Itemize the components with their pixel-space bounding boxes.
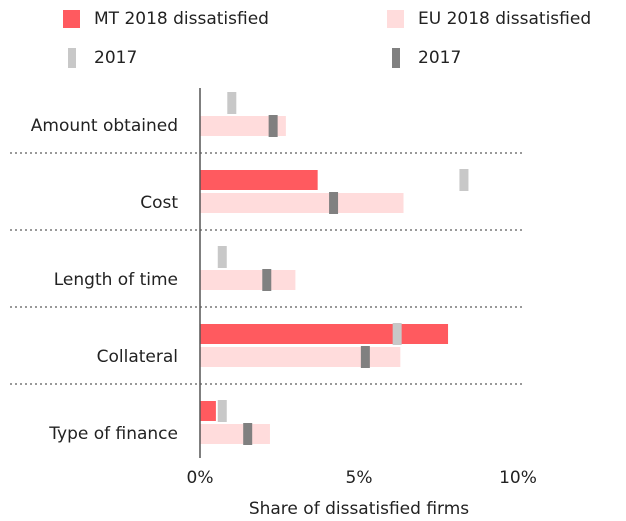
- legend-label: 2017: [418, 48, 461, 68]
- legend-swatch: [68, 48, 76, 68]
- legend-swatch: [63, 10, 80, 28]
- bar: [200, 324, 449, 344]
- marker: [217, 246, 227, 268]
- category-label: Type of finance: [48, 424, 178, 444]
- marker: [459, 169, 469, 191]
- category-label: Cost: [140, 193, 178, 213]
- marker: [268, 115, 278, 137]
- x-tick-label: 10%: [499, 468, 537, 488]
- bar: [200, 116, 286, 136]
- legend-swatch: [392, 48, 400, 68]
- marker: [217, 400, 227, 422]
- category-label: Amount obtained: [31, 116, 178, 136]
- bar: [200, 193, 404, 213]
- bar: [200, 170, 318, 190]
- marker: [360, 346, 370, 368]
- legend-swatch: [387, 10, 404, 28]
- x-tick-label: 5%: [346, 468, 373, 488]
- bar: [200, 270, 296, 290]
- marker: [329, 192, 339, 214]
- legend-label: EU 2018 dissatisfied: [418, 9, 591, 29]
- legend-label: MT 2018 dissatisfied: [94, 9, 269, 29]
- bar: [200, 347, 401, 367]
- x-tick-label: 0%: [187, 468, 214, 488]
- bar: [200, 424, 270, 444]
- marker: [243, 423, 253, 445]
- x-axis-label: Share of dissatisfied firms: [249, 499, 469, 519]
- marker: [262, 269, 272, 291]
- marker: [392, 323, 402, 345]
- category-label: Length of time: [54, 270, 178, 290]
- category-label: Collateral: [97, 347, 178, 367]
- bar: [200, 401, 216, 421]
- marker: [227, 92, 237, 114]
- legend-label: 2017: [94, 48, 137, 68]
